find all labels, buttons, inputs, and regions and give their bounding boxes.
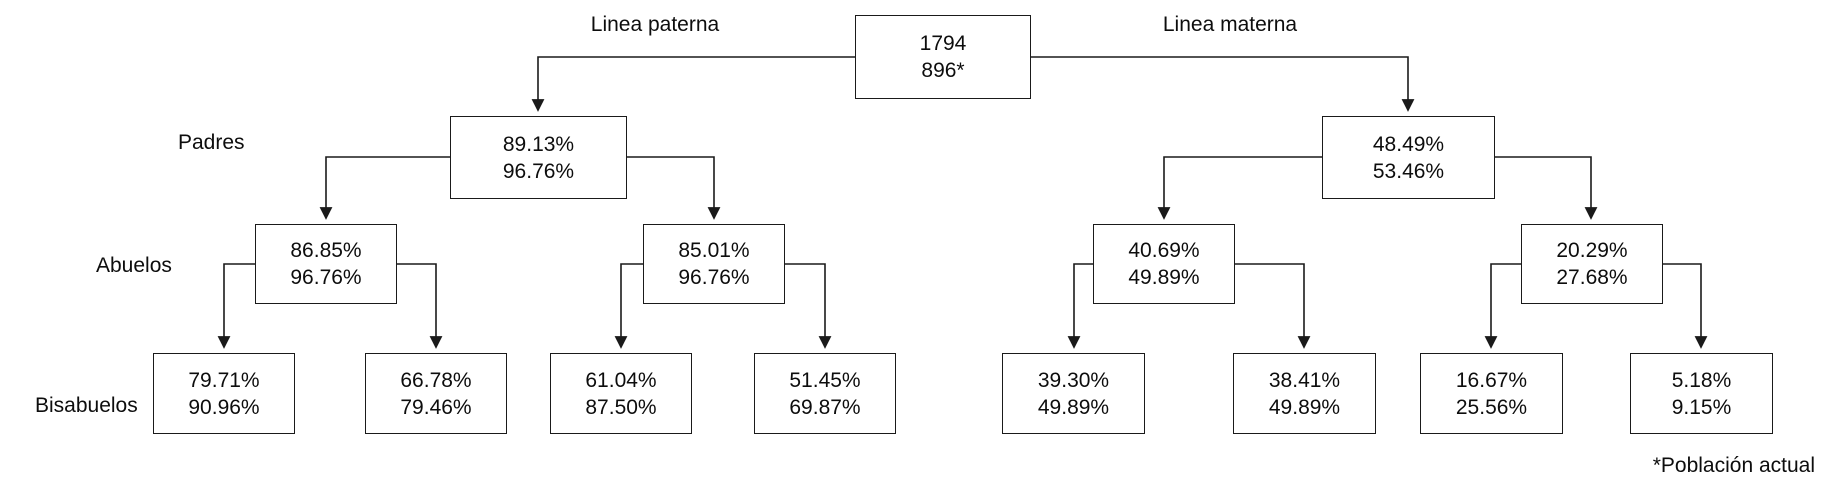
branch-label-maternal: Linea materna: [1162, 13, 1298, 36]
node-bisabuelo-paternal-1: 79.71% 90.96%: [153, 353, 295, 434]
connector-root-to-padres-paternal: [531, 56, 855, 112]
row-label-bisabuelos: Bisabuelos: [35, 394, 138, 417]
node-padres-paternal: 89.13% 96.76%: [450, 116, 627, 199]
node-value-line2: 25.56%: [1455, 395, 1528, 419]
node-abuelo-maternal-1: 40.69% 49.89%: [1093, 224, 1235, 304]
node-value-line2: 87.50%: [585, 395, 657, 419]
root-total-value: 1794: [919, 32, 967, 55]
node-abuelo-paternal-2: 85.01% 96.76%: [643, 224, 785, 304]
connector-padres-to-abuelo-1: [319, 156, 450, 220]
node-value-line2: 79.46%: [400, 395, 472, 419]
node-padres-maternal: 48.49% 53.46%: [1322, 116, 1495, 199]
connector-padres-to-abuelo-3: [1157, 156, 1322, 220]
node-value-line1: 79.71%: [188, 368, 260, 392]
footnote-poblacion-actual: *Población actual: [1652, 454, 1815, 477]
node-value-line2: 96.76%: [502, 159, 575, 183]
node-value-line1: 85.01%: [678, 239, 750, 262]
node-value-line1: 48.49%: [1372, 132, 1445, 156]
row-label-abuelos: Abuelos: [96, 254, 172, 277]
node-value-line1: 40.69%: [1128, 239, 1200, 262]
node-value-line1: 66.78%: [400, 368, 472, 392]
node-value-line1: 38.41%: [1268, 368, 1341, 392]
row-label-padres: Padres: [178, 131, 245, 154]
node-value-line1: 20.29%: [1556, 239, 1628, 262]
node-value-line2: 27.68%: [1556, 266, 1628, 289]
connector-abuelo-to-bisabuelo-2: [397, 263, 443, 349]
node-value-line1: 39.30%: [1037, 368, 1110, 392]
node-bisabuelo-maternal-4: 5.18% 9.15%: [1630, 353, 1773, 434]
node-value-line2: 49.89%: [1037, 395, 1110, 419]
node-bisabuelo-paternal-3: 61.04% 87.50%: [550, 353, 692, 434]
node-value-line2: 53.46%: [1372, 159, 1445, 183]
connector-abuelo-to-bisabuelo-7: [1484, 263, 1521, 349]
node-bisabuelo-maternal-1: 39.30% 49.89%: [1002, 353, 1145, 434]
node-value-line2: 96.76%: [678, 266, 750, 289]
connector-padres-to-abuelo-4: [1495, 156, 1598, 220]
branch-label-paternal: Linea paterna: [590, 13, 720, 36]
connector-abuelo-to-bisabuelo-5: [1067, 263, 1093, 349]
root-current-value: 896*: [921, 59, 965, 82]
node-value-line2: 96.76%: [290, 266, 362, 289]
node-value-line2: 9.15%: [1671, 395, 1732, 419]
node-value-line1: 16.67%: [1455, 368, 1528, 392]
connector-abuelo-to-bisabuelo-4: [785, 263, 832, 349]
connector-abuelo-to-bisabuelo-3: [614, 263, 643, 349]
connector-abuelo-to-bisabuelo-8: [1663, 263, 1708, 349]
node-abuelo-paternal-1: 86.85% 96.76%: [255, 224, 397, 304]
node-value-line2: 90.96%: [188, 395, 260, 419]
node-abuelo-maternal-2: 20.29% 27.68%: [1521, 224, 1663, 304]
node-value-line1: 51.45%: [789, 368, 861, 392]
node-value-line2: 49.89%: [1128, 266, 1200, 289]
node-bisabuelo-paternal-4: 51.45% 69.87%: [754, 353, 896, 434]
connector-abuelo-to-bisabuelo-6: [1235, 263, 1311, 349]
node-value-line1: 61.04%: [585, 368, 657, 392]
connector-abuelo-to-bisabuelo-1: [217, 263, 255, 349]
connector-root-to-padres-maternal: [1031, 56, 1415, 112]
node-value-line1: 89.13%: [502, 132, 575, 156]
node-bisabuelo-maternal-2: 38.41% 49.89%: [1233, 353, 1376, 434]
node-value-line1: 5.18%: [1671, 368, 1732, 392]
node-value-line1: 86.85%: [290, 239, 362, 262]
node-bisabuelo-maternal-3: 16.67% 25.56%: [1420, 353, 1563, 434]
node-value-line2: 49.89%: [1268, 395, 1341, 419]
connector-padres-to-abuelo-2: [627, 156, 721, 220]
node-bisabuelo-paternal-2: 66.78% 79.46%: [365, 353, 507, 434]
node-value-line2: 69.87%: [789, 395, 861, 419]
node-root-population: 1794 896*: [855, 15, 1031, 99]
